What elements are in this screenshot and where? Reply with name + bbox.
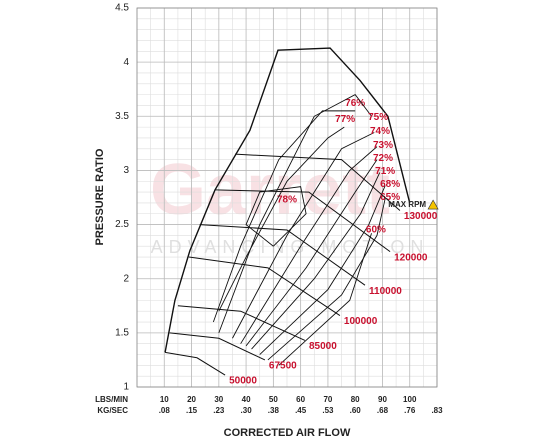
x-tick-label: 30	[214, 395, 223, 404]
x-tick-label: 40	[242, 395, 251, 404]
y-tick-label: 3.5	[115, 111, 129, 122]
watermark-sub: ADVANCING MOTION	[151, 237, 430, 257]
x-tick-label: 20	[187, 395, 196, 404]
efficiency-label: 77%	[335, 114, 355, 125]
x2-tick-label: .76	[404, 406, 416, 415]
efficiency-label: 68%	[380, 179, 400, 190]
speed-line	[177, 305, 306, 341]
efficiency-label: 60%	[366, 225, 386, 236]
speed-label: 130000	[404, 211, 438, 222]
speed-line	[165, 351, 226, 376]
y-tick-label: 1.5	[115, 327, 129, 338]
efficiency-contour	[251, 172, 381, 350]
y-tick-label: 3	[123, 165, 129, 176]
x-unit-label: LBS/MIN	[95, 395, 128, 404]
x-axis-title: CORRECTED AIR FLOW	[224, 427, 351, 439]
speed-label: 50000	[229, 376, 257, 387]
x2-tick-label: .45	[295, 406, 307, 415]
efficiency-contour	[267, 198, 386, 361]
speed-label: 67500	[269, 361, 297, 372]
efficiency-label: 74%	[370, 126, 390, 137]
y-tick-label: 2.5	[115, 219, 129, 230]
efficiency-label: 78%	[277, 194, 297, 205]
y-axis-title: PRESSURE RATIO	[94, 148, 106, 245]
x2-tick-label: .08	[159, 406, 171, 415]
efficiency-contour	[259, 185, 386, 355]
efficiency-label: 76%	[345, 98, 365, 109]
speed-line	[235, 153, 401, 211]
max-rpm-label: MAX RPM	[388, 200, 426, 209]
x2-tick-label: .68	[377, 406, 389, 415]
x2-unit-label: KG/SEC	[97, 406, 128, 415]
efficiency-contour	[218, 94, 372, 334]
efficiency-contour	[278, 233, 372, 366]
efficiency-contour	[218, 126, 345, 312]
efficiency-label: 75%	[368, 112, 388, 123]
efficiency-label: 71%	[375, 166, 395, 177]
speed-line	[188, 256, 341, 316]
efficiency-contour	[232, 132, 375, 339]
x-tick-label: 100	[403, 395, 417, 404]
speed-line	[169, 332, 266, 361]
speed-line	[214, 189, 391, 253]
efficiency-label: 73%	[373, 140, 393, 151]
x2-tick-label: .38	[268, 406, 280, 415]
speed-label: 120000	[394, 252, 428, 263]
y-tick-label: 2	[123, 273, 129, 284]
x-tick-label: 10	[160, 395, 169, 404]
efficiency-contour	[245, 159, 378, 347]
x-tick-label: 60	[296, 395, 305, 404]
speed-label: 85000	[309, 341, 337, 352]
x2-tick-label: .60	[350, 406, 362, 415]
y-tick-label: 1	[123, 382, 129, 393]
x2-tick-label: .83	[431, 406, 443, 415]
x-tick-label: 70	[323, 395, 332, 404]
efficiency-label: 65%	[380, 192, 400, 203]
y-tick-label: 4.5	[115, 3, 129, 14]
speed-line	[199, 224, 366, 286]
x-tick-label: 80	[351, 395, 360, 404]
warning-icon	[427, 199, 439, 210]
efficiency-label: 72%	[373, 153, 393, 164]
x2-tick-label: .53	[322, 406, 334, 415]
speed-label: 110000	[369, 286, 402, 297]
plot-frame	[136, 7, 438, 388]
x2-tick-label: .30	[241, 406, 253, 415]
map-boundary	[164, 47, 411, 353]
x-tick-label: 50	[269, 395, 278, 404]
x-tick-label: 90	[378, 395, 387, 404]
x2-tick-label: .23	[213, 406, 225, 415]
watermark: Garrett	[150, 150, 390, 230]
efficiency-contour	[212, 110, 356, 323]
y-tick-label: 4	[123, 57, 129, 68]
x2-tick-label: .15	[186, 406, 198, 415]
speed-label: 100000	[344, 316, 378, 327]
efficiency-contour	[240, 146, 378, 344]
